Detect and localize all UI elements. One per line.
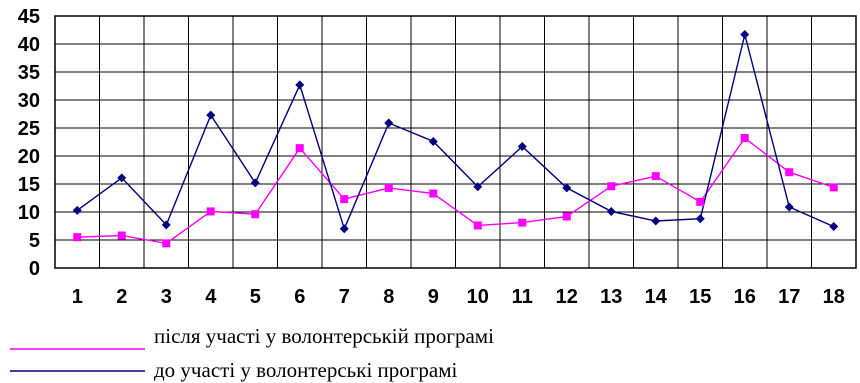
x-tick-label: 5	[250, 286, 261, 308]
series-1-point	[295, 80, 305, 90]
y-tick-label: 30	[18, 90, 40, 112]
series-0-point	[473, 221, 482, 230]
series-line-0	[77, 137, 835, 245]
series-0-point	[295, 144, 304, 153]
series-0-point	[829, 183, 838, 192]
x-tick-label: 7	[339, 286, 350, 308]
chart-grid	[54, 15, 857, 269]
series-1-point	[651, 216, 661, 226]
series-1-point	[384, 118, 394, 128]
series-0-point	[651, 172, 660, 181]
series-1-point	[117, 173, 127, 183]
series-0-point	[696, 197, 705, 206]
series-1-point	[562, 183, 572, 193]
series-0-point	[518, 218, 527, 227]
x-tick-label: 16	[734, 286, 756, 308]
series-1-point	[517, 141, 527, 151]
x-tick-label: 8	[383, 286, 394, 308]
series-1-point	[161, 220, 171, 230]
legend: після участі у волонтерській програмі до…	[10, 324, 494, 382]
y-tick-label: 20	[18, 146, 40, 168]
x-tick-label: 3	[161, 286, 172, 308]
series-0-point	[562, 212, 571, 221]
series-1-point	[428, 136, 438, 146]
series-0-point	[340, 195, 349, 204]
series-0-point	[740, 134, 749, 143]
series-markers	[72, 29, 839, 248]
x-tick-label: 1	[72, 286, 83, 308]
legend-label-before: до участі у волонтерські програмі	[154, 358, 458, 382]
y-tick-label: 5	[29, 230, 40, 252]
series-1-point	[606, 206, 616, 216]
x-tick-label: 13	[600, 286, 622, 308]
series-lines	[76, 34, 835, 245]
series-1-point	[473, 182, 483, 192]
x-tick-label: 10	[467, 286, 489, 308]
x-tick-label: 6	[294, 286, 305, 308]
series-1-point	[72, 205, 82, 215]
series-0-point	[384, 183, 393, 192]
x-tick-label: 9	[428, 286, 439, 308]
series-1-point	[740, 29, 750, 39]
series-0-point	[251, 210, 260, 219]
series-0-point	[117, 231, 126, 240]
y-tick-label: 0	[29, 258, 40, 280]
y-tick-label: 25	[18, 118, 40, 140]
series-1-point	[695, 214, 705, 224]
series-0-point	[785, 168, 794, 177]
series-0-point	[429, 189, 438, 198]
series-1-point	[250, 178, 260, 188]
x-tick-label: 4	[205, 286, 217, 308]
series-line-1	[76, 34, 835, 231]
series-1-point	[829, 222, 839, 232]
x-tick-label: 15	[689, 286, 711, 308]
y-tick-label: 15	[18, 174, 40, 196]
x-tick-label: 11	[512, 286, 533, 308]
series-0-point	[206, 207, 215, 216]
series-1-point	[784, 202, 794, 212]
series-1-point	[206, 110, 216, 120]
y-tick-label: 45	[18, 6, 40, 28]
series-0-point	[73, 233, 82, 242]
x-tick-label: 2	[116, 286, 127, 308]
y-tick-label: 10	[18, 202, 40, 224]
y-tick-label: 35	[18, 62, 40, 84]
y-tick-label: 40	[18, 34, 40, 56]
x-tick-label: 12	[556, 286, 578, 308]
x-tick-label: 18	[823, 286, 845, 308]
series-0-point	[607, 182, 616, 191]
x-axis-ticks: 1 2 3 4 5 6 7 8 9 10 11 12 13 14 15 16 17 18	[72, 286, 845, 308]
legend-label-after: після участі у волонтерській програмі	[154, 324, 494, 348]
y-axis-ticks: 0 5 10 15 20 25 30 35 40 45	[18, 6, 40, 280]
x-tick-label: 14	[645, 286, 668, 308]
series-0-point	[162, 239, 171, 248]
x-tick-label: 17	[778, 286, 800, 308]
series-1-point	[339, 224, 349, 234]
